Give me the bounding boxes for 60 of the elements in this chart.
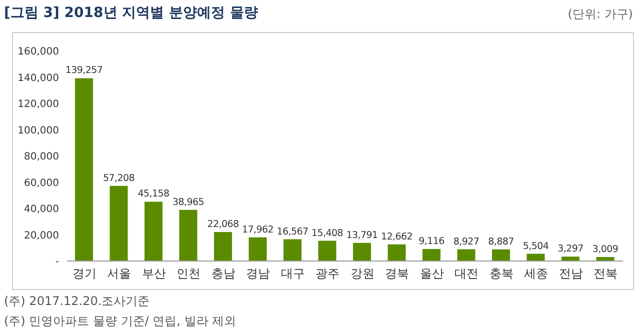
x-tick-label: 부산: [142, 266, 166, 281]
data-label: 8,927: [453, 236, 480, 248]
x-tick-label: 충남: [211, 266, 236, 281]
data-label: 22,068: [207, 219, 239, 230]
data-label: 9,116: [418, 236, 445, 248]
data-label: 45,158: [138, 188, 170, 200]
x-tick-label: 경남: [246, 266, 270, 281]
y-tick-label: 80,000: [24, 152, 59, 163]
y-tick-label: 60,000: [24, 178, 59, 189]
bar: [388, 244, 406, 261]
x-tick-label: 울산: [420, 266, 444, 281]
y-tick-label: 100,000: [18, 125, 59, 136]
bar: [562, 256, 580, 261]
y-tick-label: -: [55, 256, 60, 268]
x-tick-label: 충북: [489, 266, 514, 281]
y-tick-label: 40,000: [24, 204, 59, 216]
bar: [179, 210, 198, 261]
text: (주) 민영아파트 물량 기준/ 연립, 빌라 제외: [4, 313, 236, 330]
bar: [457, 249, 476, 261]
data-label: 17,962: [242, 224, 274, 236]
x-tick-label: 경기: [72, 266, 96, 281]
x-tick-label: 경북: [385, 266, 410, 281]
bar: [75, 78, 93, 261]
bar: [492, 249, 510, 261]
y-tick-label: 120,000: [18, 99, 59, 110]
data-label: 38,965: [172, 196, 204, 208]
x-tick-label: 광주: [316, 266, 340, 281]
data-label: 139,257: [65, 65, 103, 76]
data-label: 8,887: [488, 236, 514, 248]
x-tick-label: 인천: [176, 266, 201, 281]
text: (주) 2017.12.20.조사기준: [4, 293, 150, 310]
bar: [353, 242, 371, 261]
bar: [284, 239, 302, 261]
chart-subtitle: (단위: 가구): [568, 6, 633, 23]
bar: [318, 240, 336, 261]
x-tick-label: 전남: [558, 266, 583, 281]
data-label: 16,567: [276, 226, 308, 238]
x-tick-label: 대구: [280, 266, 305, 281]
data-label: 57,208: [103, 172, 135, 184]
y-tick-label: 140,000: [18, 72, 59, 84]
bar: [422, 249, 440, 261]
data-label: 3,009: [592, 244, 618, 256]
data-label: 15,408: [312, 228, 344, 239]
bar: [144, 202, 162, 261]
bar: [110, 186, 128, 261]
bar: [526, 254, 545, 261]
data-label: 12,662: [381, 231, 413, 242]
x-tick-label: 전북: [594, 266, 618, 281]
x-tick-label: 서울: [107, 266, 132, 281]
y-tick-label: 160,000: [18, 46, 59, 58]
chart-title: [그림 3] 2018년 지역별 분양예정 물량: [4, 4, 258, 22]
x-tick-label: 세종: [524, 266, 548, 281]
x-tick-label: 대전: [454, 266, 479, 281]
y-tick-label: 20,000: [24, 230, 59, 242]
x-tick-label: 강원: [350, 266, 374, 281]
bar: [214, 232, 232, 261]
data-label: 3,297: [558, 244, 584, 255]
bar: [248, 237, 267, 261]
data-label: 13,791: [346, 230, 378, 241]
data-label: 5,504: [522, 240, 549, 252]
